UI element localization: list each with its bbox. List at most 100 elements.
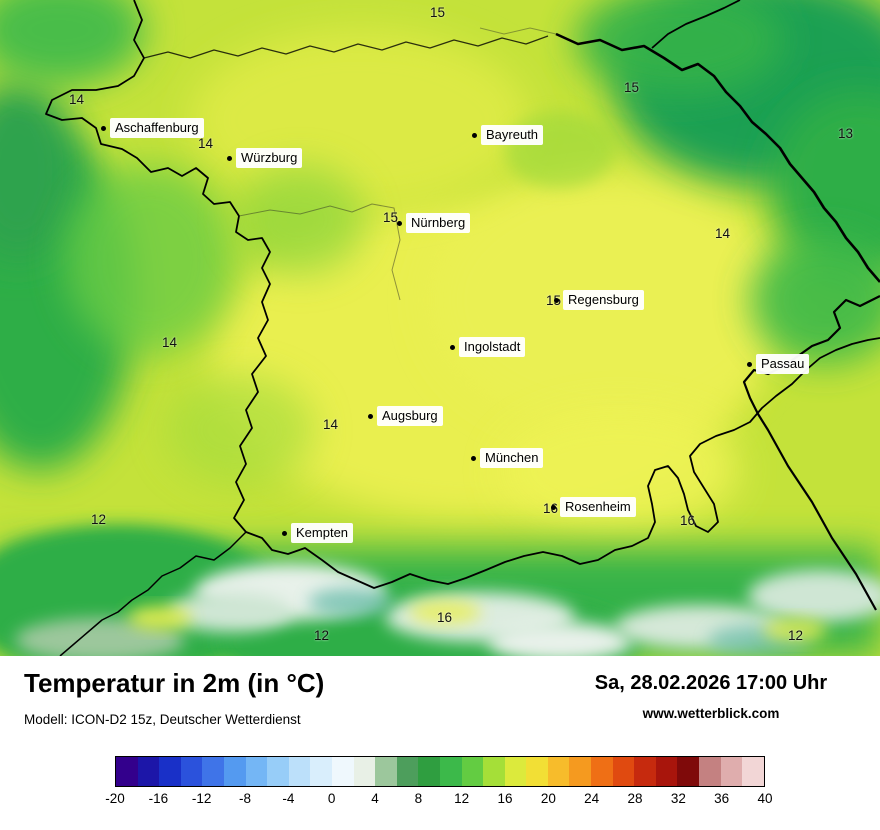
legend-tick: 28 xyxy=(627,791,643,806)
temp-value: 12 xyxy=(314,628,330,643)
legend-tick: 8 xyxy=(414,791,423,806)
legend-tick: 16 xyxy=(497,791,513,806)
temp-value: 15 xyxy=(383,210,399,225)
city-marker: München xyxy=(471,448,544,468)
city-label: Ingolstadt xyxy=(459,337,526,357)
alpine-border xyxy=(59,531,247,656)
city-dot xyxy=(472,132,477,138)
city-marker: Ingolstadt xyxy=(450,337,526,357)
city-dot xyxy=(471,455,476,461)
city-dot xyxy=(551,504,556,510)
legend-segment xyxy=(375,757,397,786)
legend-segment xyxy=(223,757,246,786)
map-overlays: 15141415131514141514121616121612Aschaffe… xyxy=(69,5,854,643)
weather-map: 15141415131514141514121616121612Aschaffe… xyxy=(0,0,880,656)
city-dot xyxy=(368,413,373,419)
legend-segment xyxy=(720,757,743,786)
legend-segment xyxy=(699,757,721,786)
legend-tick: -8 xyxy=(238,791,252,806)
legend-segment xyxy=(677,757,700,786)
city-label: München xyxy=(480,448,544,468)
temp-value: 14 xyxy=(715,226,731,241)
city-marker: Bayreuth xyxy=(472,125,544,145)
legend-tick: -4 xyxy=(282,791,295,806)
legend-segment xyxy=(202,757,224,786)
temp-value: 16 xyxy=(437,610,453,625)
legend-segment xyxy=(569,757,592,786)
legend-segment xyxy=(159,757,181,786)
temp-value: 14 xyxy=(69,92,85,107)
legend-segment xyxy=(180,757,203,786)
state-border xyxy=(45,0,880,589)
city-label: Aschaffenburg xyxy=(110,118,204,138)
legend-segment xyxy=(288,757,311,786)
city-marker: Nürnberg xyxy=(397,213,471,233)
legend-tick: 12 xyxy=(454,791,470,806)
city-dot xyxy=(397,220,402,226)
city-label: Nürnberg xyxy=(406,213,471,233)
legend-segment xyxy=(461,757,484,786)
legend-tick: 24 xyxy=(584,791,600,806)
city-dot xyxy=(282,530,287,536)
legend-segment xyxy=(245,757,268,786)
temp-value: 15 xyxy=(430,5,446,20)
legend-segment xyxy=(418,757,440,786)
legend-segment xyxy=(547,757,570,786)
temp-value: 14 xyxy=(323,417,339,432)
legend-segment xyxy=(116,757,138,786)
legend-segment xyxy=(742,757,764,786)
temperature-field xyxy=(0,0,880,656)
legend-tick: 20 xyxy=(540,791,556,806)
legend-tick: -20 xyxy=(105,791,125,806)
city-label: Würzburg xyxy=(236,148,303,168)
legend-tick: 0 xyxy=(327,791,336,806)
city-label: Passau xyxy=(756,354,810,374)
temp-value: 16 xyxy=(680,513,696,528)
legend-tick: 4 xyxy=(371,791,379,806)
city-marker: Kempten xyxy=(282,523,354,543)
legend-ticks: -20 -16 -12 -8 -4 0 4 8 12 16 20 24 28 32 36 40 xyxy=(105,791,772,809)
legend-segment xyxy=(439,757,462,786)
legend-segment xyxy=(396,757,419,786)
legend-tick: 32 xyxy=(670,791,686,806)
city-marker: Regensburg xyxy=(554,290,644,310)
city-marker: Augsburg xyxy=(368,406,443,426)
city-marker: Passau xyxy=(747,354,810,374)
color-legend: -20 -16 -12 -8 -4 0 4 8 12 16 20 24 28 32 36 40 xyxy=(105,756,773,809)
temp-value: 15 xyxy=(546,293,561,308)
city-dot xyxy=(101,125,106,131)
temp-value: 15 xyxy=(624,80,640,95)
legend-segment xyxy=(331,757,354,786)
info-panel: Temperatur in 2m (in °C) Modell: ICON-D2… xyxy=(0,656,880,830)
city-dot xyxy=(747,361,752,367)
north-border xyxy=(143,35,549,59)
legend-segment xyxy=(612,757,635,786)
temp-value: 14 xyxy=(198,136,214,151)
city-marker: Rosenheim xyxy=(551,497,636,517)
legend-segment xyxy=(310,757,332,786)
city-label: Rosenheim xyxy=(560,497,636,517)
legend-segment xyxy=(504,757,527,786)
legend-tick: -16 xyxy=(148,791,169,806)
legend-segment xyxy=(267,757,289,786)
map-title: Temperatur in 2m (in °C) xyxy=(24,668,325,698)
legend-segment xyxy=(137,757,160,786)
city-dot xyxy=(554,297,559,303)
valid-datetime: Sa, 28.02.2026 17:00 Uhr xyxy=(594,672,828,694)
legend-segment xyxy=(353,757,376,786)
temp-value: 12 xyxy=(91,512,107,527)
timestamp-block: Sa, 28.02.2026 17:00 Uhr www.wetterblick… xyxy=(556,672,866,721)
city-dot xyxy=(227,155,232,161)
temp-value: 12 xyxy=(788,628,804,643)
legend-segment xyxy=(634,757,656,786)
legend-tick: 36 xyxy=(714,791,730,806)
city-dot xyxy=(450,344,455,350)
city-label: Kempten xyxy=(291,523,354,543)
city-label: Augsburg xyxy=(377,406,443,426)
model-info: Modell: ICON-D2 15z, Deutscher Wetterdie… xyxy=(24,712,301,727)
legend-tick: 40 xyxy=(757,791,773,806)
national-border-at xyxy=(742,295,880,611)
national-border-cz xyxy=(555,32,880,283)
temp-value: 13 xyxy=(838,126,854,141)
website-link: www.wetterblick.com xyxy=(642,706,780,721)
